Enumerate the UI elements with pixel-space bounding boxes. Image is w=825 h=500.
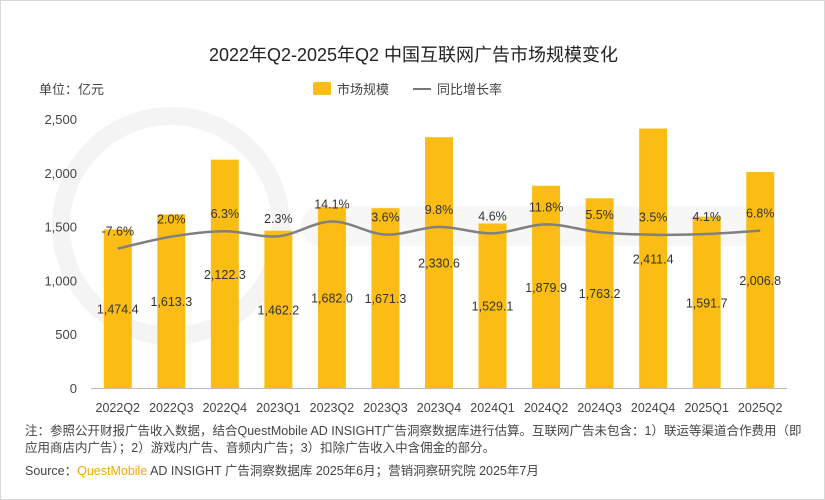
- bar: [210, 159, 239, 388]
- bar-value-label: 1,474.4: [97, 303, 139, 317]
- bar: [317, 207, 346, 388]
- bar-value-label: 2,006.8: [739, 274, 781, 288]
- source-line: Source：QuestMobile AD INSIGHT 广告洞察数据库 20…: [25, 463, 805, 479]
- growth-rate-label: 9.8%: [425, 203, 454, 217]
- growth-rate-label: 6.8%: [746, 207, 775, 221]
- source-prefix: Source：: [25, 464, 78, 478]
- legend-line-label: 同比增长率: [437, 82, 503, 97]
- chart-title: 2022年Q2-2025年Q2 中国互联网广告市场规模变化: [208, 45, 619, 65]
- bar: [692, 216, 721, 388]
- growth-rate-label: 14.1%: [314, 197, 349, 211]
- x-tick-label: 2023Q2: [310, 401, 355, 415]
- growth-rate-label: 4.1%: [692, 210, 721, 224]
- bar-value-label: 1,682.0: [311, 292, 353, 306]
- legend-line-swatch: [413, 87, 432, 90]
- growth-rate-label: 3.6%: [371, 211, 400, 225]
- footer: 注：参照公开财报广告收入数据，结合QuestMobile AD INSIGHT广…: [25, 423, 805, 479]
- bar: [425, 137, 453, 388]
- source-rest: AD INSIGHT 广告洞察数据库 2025年6月；营销洞察研究院 2025年…: [147, 464, 539, 478]
- y-tick-label: 1,500: [44, 220, 77, 235]
- bar-value-label: 1,671.3: [365, 292, 407, 306]
- footnote: 注：参照公开财报广告收入数据，结合QuestMobile AD INSIGHT广…: [25, 424, 802, 455]
- bar-value-label: 2,411.4: [633, 252, 674, 266]
- growth-rate-label: 3.5%: [639, 211, 668, 225]
- growth-rate-label: 5.5%: [585, 208, 614, 222]
- x-tick-label: 2024Q3: [577, 401, 622, 415]
- legend: 市场规模 同比增长率: [313, 79, 502, 98]
- x-tick-label: 2023Q4: [417, 401, 462, 415]
- x-tick-label: 2022Q2: [96, 401, 141, 415]
- y-tick-label: 2,000: [44, 166, 77, 181]
- bar-value-label: 1,613.3: [150, 295, 192, 309]
- bar: [532, 185, 561, 388]
- growth-rate-label: 11.8%: [529, 200, 564, 214]
- bar: [639, 128, 668, 388]
- bar-value-label: 1,591.7: [686, 296, 728, 310]
- y-tick-label: 0: [70, 381, 77, 396]
- source-brand: QuestMobile: [77, 464, 148, 478]
- legend-bar-swatch: [313, 82, 331, 95]
- x-tick-label: 2024Q1: [470, 401, 515, 415]
- bar-value-label: 1,879.9: [525, 281, 567, 295]
- x-tick-label: 2022Q3: [149, 401, 194, 415]
- growth-rate-label: 6.3%: [211, 207, 240, 221]
- bar: [264, 230, 293, 388]
- x-tick-label: 2023Q1: [256, 401, 301, 415]
- x-tick-label: 2024Q4: [631, 401, 676, 415]
- growth-rate-label: -7.6%: [101, 225, 134, 239]
- x-tick-label: 2025Q1: [684, 401, 729, 415]
- bar-value-label: 1,763.2: [579, 287, 621, 301]
- bar: [103, 229, 132, 388]
- chart-svg: 0 500 1,000 1,500 2,000 2,500 1,474.4 2022Q2 1,6…: [44, 107, 787, 415]
- y-tick-label: 2,500: [44, 112, 77, 127]
- growth-rate-label: 2.0%: [157, 213, 186, 227]
- x-tick-label: 2022Q4: [203, 401, 248, 415]
- growth-rate-label: 2.3%: [264, 212, 293, 226]
- x-tick-label: 2024Q2: [524, 401, 569, 415]
- growth-rate-label: 4.6%: [478, 209, 507, 223]
- bar-value-label: 1,462.2: [258, 303, 300, 317]
- growth-line: [117, 220, 761, 250]
- y-tick-label: 1,000: [44, 273, 77, 288]
- unit-label: 单位：亿元: [39, 82, 105, 97]
- x-tick-label: 2023Q3: [363, 401, 408, 415]
- y-tick-label: 500: [55, 327, 77, 342]
- x-tick-label: 2025Q2: [738, 401, 783, 415]
- bar: [746, 172, 775, 388]
- bar-value-label: 2,122.3: [204, 268, 246, 282]
- bar: [157, 214, 186, 388]
- legend-bar-label: 市场规模: [337, 82, 390, 97]
- bar: [371, 208, 400, 388]
- bar-value-label: 1,529.1: [472, 300, 514, 314]
- bar: [478, 223, 507, 388]
- bar-value-label: 2,330.6: [418, 257, 460, 271]
